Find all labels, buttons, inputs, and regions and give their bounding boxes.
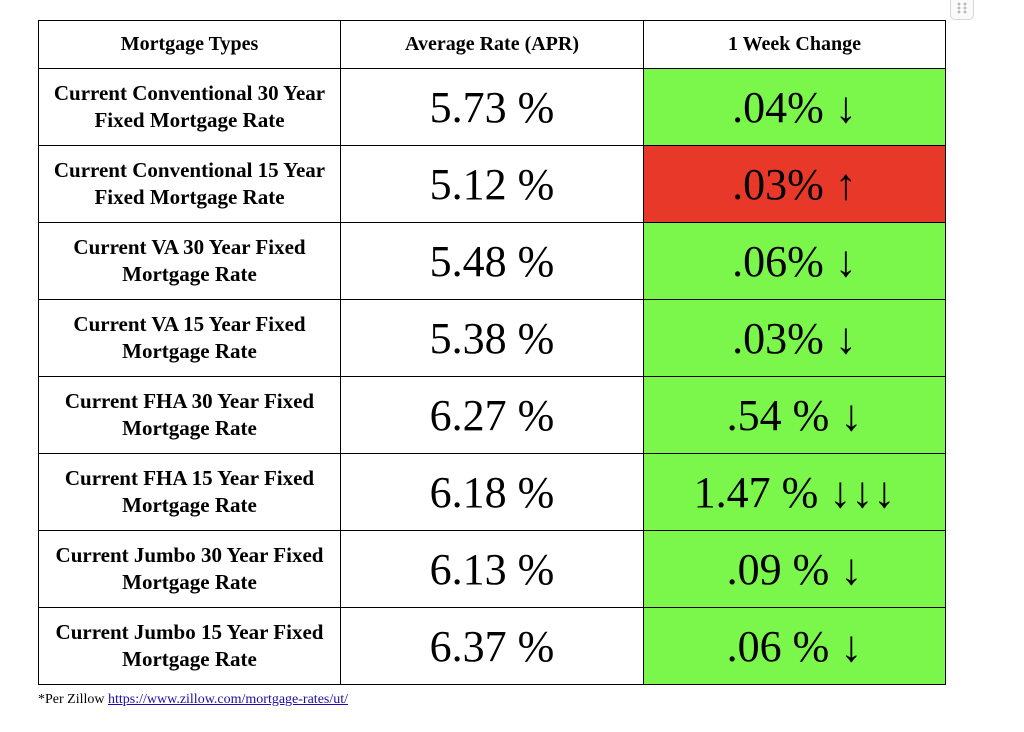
mortgage-type-cell: Current FHA 30 Year Fixed Mortgage Rate — [38, 376, 341, 454]
mortgage-type-cell: Current Jumbo 30 Year Fixed Mortgage Rat… — [38, 530, 341, 608]
table-row: Current VA 30 Year Fixed Mortgage Rate 5… — [38, 222, 946, 300]
mortgage-rates-table: Mortgage Types Average Rate (APR) 1 Week… — [38, 20, 946, 685]
change-cell: .54 % ↓ — [643, 376, 946, 454]
change-cell: .06 % ↓ — [643, 607, 946, 685]
table-row: Current Conventional 30 Year Fixed Mortg… — [38, 68, 946, 146]
table-row: Current Conventional 15 Year Fixed Mortg… — [38, 145, 946, 223]
mortgage-type-cell: Current VA 30 Year Fixed Mortgage Rate — [38, 222, 341, 300]
table-row: Current FHA 30 Year Fixed Mortgage Rate … — [38, 376, 946, 454]
table-header-row: Mortgage Types Average Rate (APR) 1 Week… — [38, 20, 946, 69]
table-row: Current Jumbo 30 Year Fixed Mortgage Rat… — [38, 530, 946, 608]
change-cell: .03% ↓ — [643, 299, 946, 377]
mortgage-type-cell: Current FHA 15 Year Fixed Mortgage Rate — [38, 453, 341, 531]
rate-cell: 5.12 % — [340, 145, 644, 223]
header-mortgage-types: Mortgage Types — [38, 20, 341, 69]
mortgage-type-cell: Current Conventional 30 Year Fixed Mortg… — [38, 68, 341, 146]
rate-cell: 6.18 % — [340, 453, 644, 531]
rate-cell: 6.13 % — [340, 530, 644, 608]
drag-handle[interactable] — [950, 0, 974, 20]
change-cell: .03% ↑ — [643, 145, 946, 223]
change-cell: 1.47 % ↓↓↓ — [643, 453, 946, 531]
change-cell: .06% ↓ — [643, 222, 946, 300]
rate-cell: 6.27 % — [340, 376, 644, 454]
change-cell: .09 % ↓ — [643, 530, 946, 608]
rate-cell: 6.37 % — [340, 607, 644, 685]
table-row: Current Jumbo 15 Year Fixed Mortgage Rat… — [38, 607, 946, 685]
table-row: Current FHA 15 Year Fixed Mortgage Rate … — [38, 453, 946, 531]
mortgage-type-cell: Current Conventional 15 Year Fixed Mortg… — [38, 145, 341, 223]
footnote-prefix: *Per Zillow — [38, 692, 108, 707]
mortgage-type-cell: Current VA 15 Year Fixed Mortgage Rate — [38, 299, 341, 377]
rate-cell: 5.73 % — [340, 68, 644, 146]
grip-dots-icon — [957, 2, 967, 14]
change-cell: .04% ↓ — [643, 68, 946, 146]
mortgage-type-cell: Current Jumbo 15 Year Fixed Mortgage Rat… — [38, 607, 341, 685]
header-average-rate: Average Rate (APR) — [340, 20, 644, 69]
rate-cell: 5.38 % — [340, 299, 644, 377]
table-row: Current VA 15 Year Fixed Mortgage Rate 5… — [38, 299, 946, 377]
footnote: *Per Zillow https://www.zillow.com/mortg… — [38, 692, 348, 708]
rate-cell: 5.48 % — [340, 222, 644, 300]
header-week-change: 1 Week Change — [643, 20, 946, 69]
zillow-source-link[interactable]: https://www.zillow.com/mortgage-rates/ut… — [108, 692, 349, 707]
